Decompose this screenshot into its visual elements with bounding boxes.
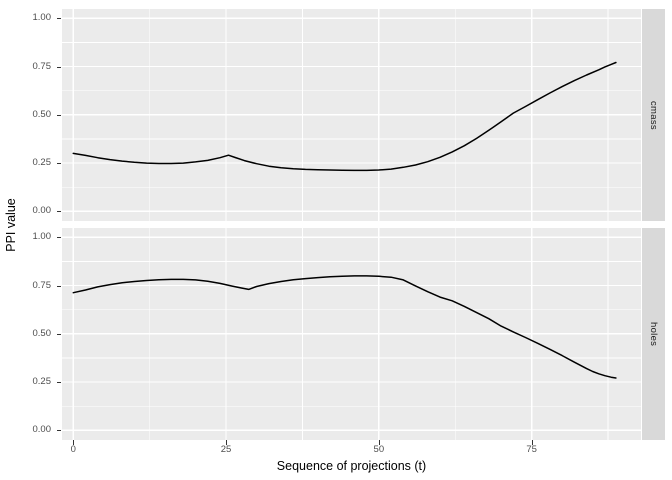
y-tick-mark [56, 333, 61, 335]
y-tick-mark [56, 430, 61, 432]
panel-svg-cmass [62, 9, 641, 221]
y-tick-label: 0.00 [32, 205, 52, 217]
y-tick-mark [56, 18, 61, 20]
y-tick-mark [56, 114, 61, 116]
y-tick-mark [56, 237, 61, 239]
x-tick-label: 50 [373, 444, 385, 455]
y-tick-mark [56, 163, 61, 165]
y-tick-label: 0.25 [32, 157, 52, 169]
y-tick-label: 1.00 [32, 231, 52, 243]
facet-strip-label: cmass [648, 100, 659, 130]
x-tick-mark [73, 440, 75, 445]
y-tick-label: 0.50 [32, 327, 52, 339]
y-tick-mark [56, 66, 61, 68]
panel-holes [62, 228, 641, 440]
x-tick-label: 75 [526, 444, 537, 455]
y-tick-mark [56, 285, 61, 287]
y-axis-title: PPI value [4, 198, 18, 252]
facet-strip-label: holes [648, 321, 659, 347]
series-line-holes [72, 275, 617, 379]
y-tick-mark [56, 382, 61, 384]
x-tick-label: 25 [220, 444, 232, 455]
panel-svg-holes [62, 228, 641, 440]
facet-strip-holes: holes [642, 228, 665, 440]
y-tick-mark [56, 211, 61, 213]
y-tick-label: 0.75 [32, 60, 52, 72]
x-tick-mark [226, 440, 228, 445]
y-tick-label: 0.75 [32, 279, 52, 291]
panel-cmass [62, 9, 641, 221]
series-line-cmass [72, 61, 617, 172]
y-tick-label: 0.00 [32, 424, 52, 436]
x-tick-label: 0 [70, 444, 76, 455]
y-tick-label: 0.50 [32, 108, 52, 120]
y-tick-label: 0.25 [32, 376, 52, 388]
x-axis-title: Sequence of projections (t) [276, 459, 427, 473]
x-tick-mark [378, 440, 380, 445]
x-tick-mark [531, 440, 533, 445]
y-tick-label: 1.00 [32, 12, 52, 24]
facet-strip-cmass: cmass [642, 9, 665, 221]
